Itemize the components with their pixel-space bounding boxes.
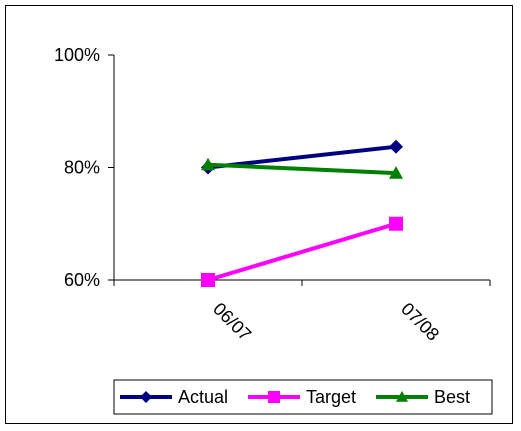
data-point-marker xyxy=(140,391,152,403)
series-line xyxy=(207,162,397,176)
data-point-marker xyxy=(389,166,403,179)
series-line xyxy=(207,144,397,170)
legend-label: Best xyxy=(434,387,470,407)
y-tick-label: 100% xyxy=(54,45,100,65)
legend-box xyxy=(113,379,493,415)
axes: 60% 80% 100% 06/07 07/08 xyxy=(54,45,491,345)
data-point-marker xyxy=(201,157,215,171)
legend-item-actual: Actual xyxy=(120,387,228,407)
data-point-marker xyxy=(396,391,408,402)
y-tick-label: 80% xyxy=(64,158,100,178)
series-target xyxy=(201,216,403,287)
legend-item-target: Target xyxy=(248,387,356,407)
data-point-marker xyxy=(389,139,403,154)
legend-item-best: Best xyxy=(376,387,470,407)
legend-label: Target xyxy=(306,387,356,407)
series-best xyxy=(201,157,403,179)
data-point-marker xyxy=(201,273,215,287)
chart-area xyxy=(5,5,513,424)
data-point-marker xyxy=(389,216,403,231)
legend: Actual Target Best xyxy=(113,379,493,415)
series-line xyxy=(207,221,397,282)
legend-label: Actual xyxy=(178,387,228,407)
data-point-marker xyxy=(268,391,280,403)
series-layer xyxy=(201,139,403,287)
x-tick-label: 06/07 xyxy=(209,299,255,345)
x-tick-label: 07/08 xyxy=(397,299,443,345)
y-tick-label: 60% xyxy=(64,270,100,290)
